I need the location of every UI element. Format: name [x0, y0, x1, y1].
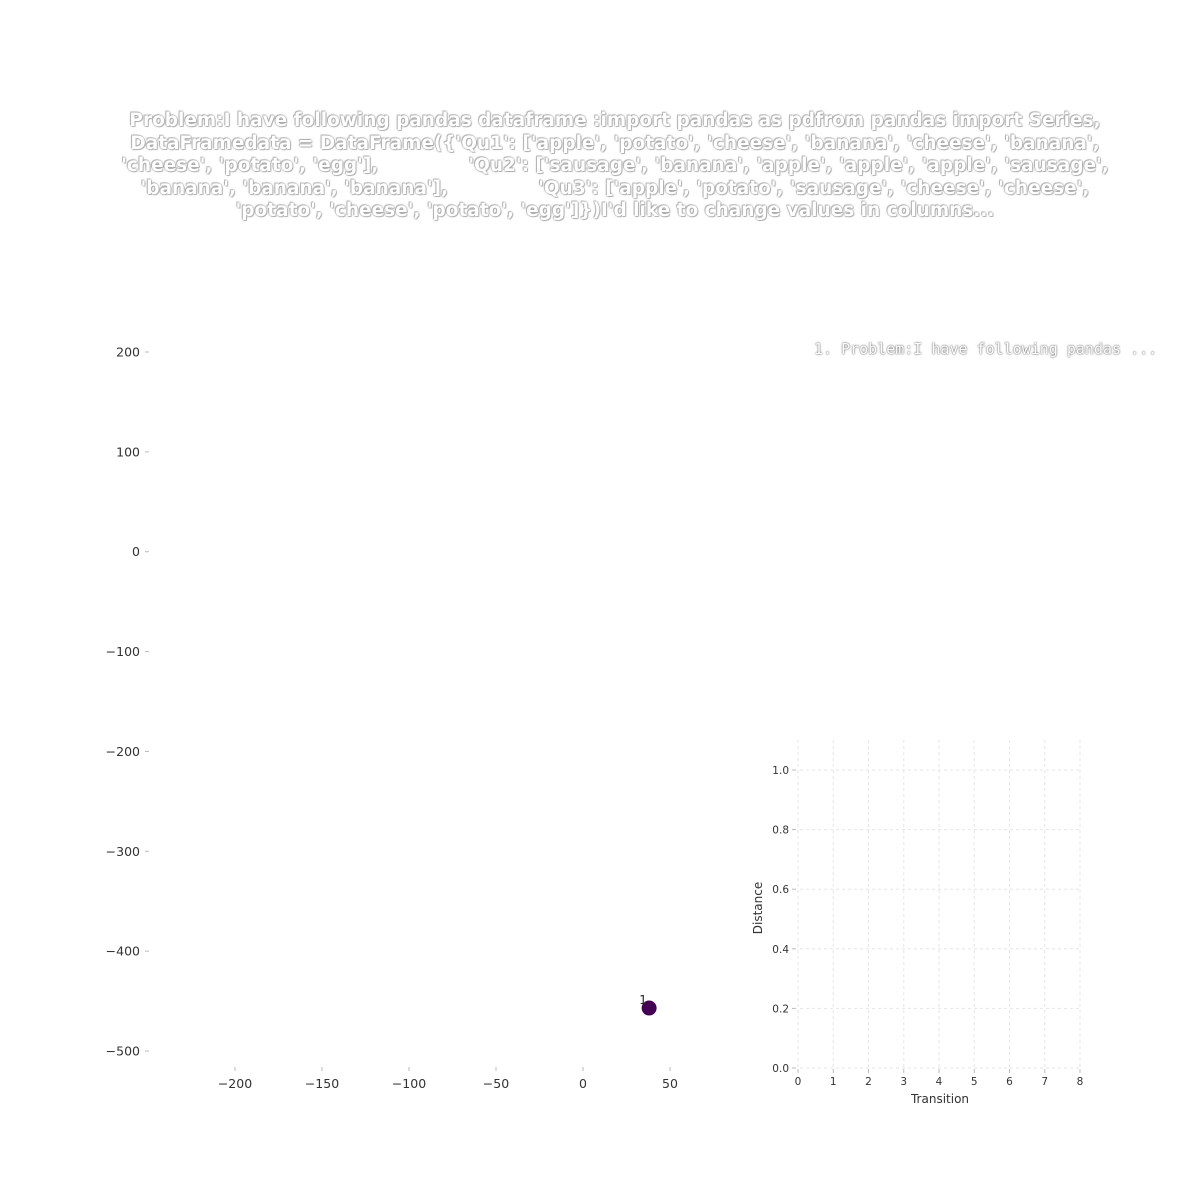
y-tick-label: −300: [106, 844, 140, 859]
y-tick-label: 0: [132, 544, 140, 559]
y-tick-label: −100: [106, 644, 140, 659]
inset-x-tick-label: 1: [830, 1076, 837, 1088]
x-tick-label: −150: [305, 1076, 339, 1091]
x-axis: −200 −150 −100 −50 0 50: [218, 1067, 678, 1091]
y-tick-label: −500: [106, 1044, 140, 1059]
x-tick-label: −50: [483, 1076, 509, 1091]
inset-grid: [797, 740, 1082, 1069]
inset-x-tick-label: 2: [865, 1076, 872, 1088]
inset-x-tick-label: 4: [936, 1076, 943, 1088]
legend-entry: 1. Problem:I have following pandas ...: [814, 340, 1158, 358]
data-point-label: 1: [639, 993, 647, 1007]
inset-x-axis: 0 1 2 3 4 5 6 7 8: [795, 1069, 1084, 1088]
inset-x-tick-label: 5: [971, 1076, 978, 1088]
y-axis: 200 100 0 −100 −200 −300 −400 −500: [106, 345, 149, 1059]
y-tick-label: −200: [106, 744, 140, 759]
y-tick-label: 200: [116, 345, 140, 360]
inset-y-tick-label: 0.6: [772, 884, 789, 896]
chart-title: Problem:I have following pandas datafram…: [121, 110, 1116, 221]
inset-y-tick-label: 0.2: [772, 1003, 789, 1015]
inset-x-axis-label: Transition: [910, 1092, 969, 1106]
inset-y-tick-label: 0.8: [772, 825, 789, 837]
inset-y-tick-label: 1.0: [772, 765, 789, 777]
inset-x-tick-label: 3: [900, 1076, 907, 1088]
x-tick-label: −200: [218, 1076, 252, 1091]
inset-x-tick-label: 8: [1077, 1076, 1084, 1088]
inset-y-tick-label: 0.0: [772, 1063, 789, 1075]
points-layer: 1: [639, 993, 657, 1016]
inset-x-tick-label: 6: [1006, 1076, 1013, 1088]
inset-x-tick-label: 0: [795, 1076, 802, 1088]
x-tick-label: 0: [579, 1076, 587, 1091]
inset-y-axis-label: Distance: [751, 882, 765, 934]
y-tick-label: −400: [106, 944, 140, 959]
inset-y-tick-label: 0.4: [772, 944, 789, 956]
y-tick-label: 100: [116, 444, 140, 459]
x-tick-label: 50: [662, 1076, 678, 1091]
inset-x-tick-label: 7: [1041, 1076, 1048, 1088]
data-point[interactable]: [641, 1000, 657, 1016]
x-tick-label: −100: [392, 1076, 426, 1091]
inset-y-axis: 0.0 0.2 0.4 0.6 0.8 1.0: [772, 765, 796, 1075]
